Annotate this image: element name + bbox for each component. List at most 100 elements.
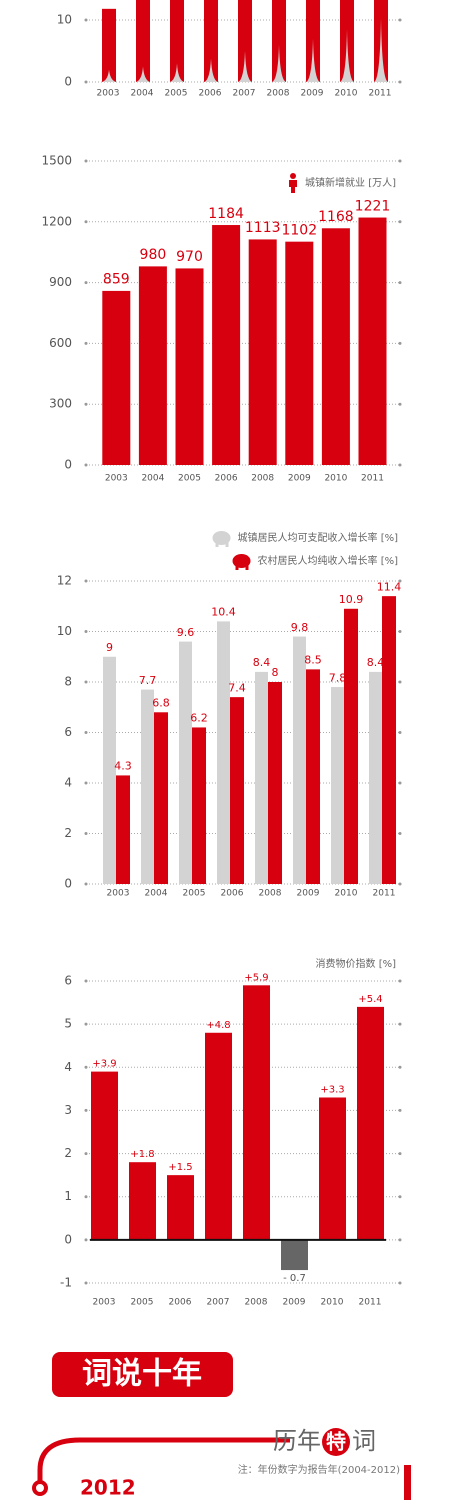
- grid-dot: [398, 341, 402, 345]
- spike: [170, 63, 184, 82]
- grid-dot: [84, 1065, 88, 1069]
- value-label: 1168: [318, 209, 354, 225]
- bar: [179, 641, 192, 884]
- x-tick-label: 2011: [369, 89, 392, 99]
- section-title: 特: [326, 1430, 346, 1454]
- bar: [268, 682, 282, 884]
- bar: [141, 689, 154, 884]
- bar: [103, 656, 116, 884]
- value-label: 8: [272, 666, 279, 679]
- y-tick-label: 1200: [41, 214, 72, 228]
- bar: [129, 1162, 156, 1240]
- legend-icon: [235, 565, 239, 570]
- x-tick-label: 2003: [105, 474, 128, 484]
- grid-dot: [398, 832, 402, 835]
- bar: [272, 0, 286, 82]
- section-title: 历年: [273, 1427, 321, 1455]
- x-tick-label: 2006: [221, 889, 244, 899]
- value-label: 11.4: [377, 580, 402, 593]
- x-tick-label: 2010: [324, 474, 347, 484]
- bar: [102, 8, 116, 83]
- value-label: 9.8: [291, 621, 309, 634]
- x-tick-label: 2005: [165, 89, 188, 99]
- x-tick-label: 2010: [321, 1298, 344, 1308]
- spike: [102, 69, 116, 82]
- value-label: 4.3: [114, 760, 132, 773]
- grid-dot: [398, 979, 402, 983]
- grid-dot: [398, 1108, 402, 1112]
- grid-dot: [84, 1108, 88, 1112]
- grid-dot: [84, 781, 88, 785]
- y-tick-label: 1500: [41, 154, 72, 168]
- grid-dot: [398, 80, 402, 84]
- y-tick-label: 0: [64, 458, 72, 472]
- section-title: 词: [352, 1427, 376, 1455]
- value-label: 1221: [355, 198, 391, 214]
- accent-bar: [404, 1465, 411, 1500]
- grid-dot: [84, 220, 88, 224]
- legend-icon: [289, 180, 298, 193]
- x-tick-label: 2009: [288, 474, 311, 484]
- bar: [192, 727, 206, 884]
- grid-dot: [398, 1152, 402, 1156]
- x-tick-label: 2011: [373, 889, 396, 899]
- y-tick-label: 900: [49, 275, 72, 289]
- bar: [205, 1032, 232, 1240]
- value-label: 9: [106, 641, 113, 654]
- x-tick-label: 2008: [267, 89, 290, 99]
- x-tick-label: 2010: [335, 889, 358, 899]
- bar: [91, 1071, 118, 1240]
- value-label: 1184: [208, 206, 244, 222]
- value-label: +1.8: [130, 1149, 154, 1160]
- bar: [344, 608, 358, 884]
- value-label: +5.4: [358, 994, 382, 1005]
- bar: [212, 225, 241, 465]
- grid-dot: [84, 630, 88, 633]
- grid-dot: [84, 281, 88, 285]
- bar: [321, 228, 350, 465]
- y-tick-label: 0: [64, 877, 72, 891]
- grid-dot: [398, 731, 402, 734]
- bar: [331, 687, 344, 884]
- legend-icon: [225, 542, 229, 547]
- grid-dot: [84, 1281, 88, 1285]
- spike: [272, 44, 286, 82]
- spike: [374, 18, 388, 82]
- value-label: 1113: [245, 220, 281, 236]
- legend-icon: [290, 173, 297, 179]
- x-tick-label: 2005: [183, 889, 206, 899]
- grid-dot: [398, 882, 402, 886]
- grid-dot: [398, 630, 402, 633]
- x-tick-label: 2005: [178, 474, 201, 484]
- y-tick-label: 12: [57, 574, 72, 588]
- value-label: 9.6: [177, 626, 195, 639]
- banner: 词说十年: [82, 1357, 202, 1392]
- grid-dot: [84, 1022, 88, 1026]
- bar: [358, 217, 387, 465]
- x-tick-label: 2007: [207, 1298, 230, 1308]
- x-tick-label: 2005: [131, 1298, 154, 1308]
- y-tick-label: 300: [49, 397, 72, 411]
- legend-label: 城镇新增就业 [万人]: [305, 176, 396, 189]
- y-tick-label: 0: [64, 75, 72, 89]
- bar: [248, 239, 277, 465]
- bar: [285, 241, 314, 465]
- value-label: - 0.7: [283, 1273, 306, 1284]
- value-label: +3.9: [92, 1059, 116, 1070]
- y-tick-label: 4: [64, 776, 72, 790]
- grid-dot: [84, 832, 88, 835]
- bar: [138, 266, 167, 465]
- value-label: +5.9: [244, 972, 268, 983]
- y-tick-label: 6: [64, 974, 72, 988]
- legend-icon: [212, 531, 231, 545]
- title-badge: [322, 1428, 350, 1456]
- value-label: 8.5: [304, 654, 322, 667]
- y-tick-label: 8: [64, 675, 72, 689]
- spike: [340, 29, 354, 82]
- grid-dot: [398, 579, 402, 583]
- bar: [238, 0, 252, 82]
- value-label: 10.4: [211, 606, 236, 619]
- y-tick-label: 3: [64, 1103, 72, 1117]
- value-label: +4.8: [206, 1020, 230, 1031]
